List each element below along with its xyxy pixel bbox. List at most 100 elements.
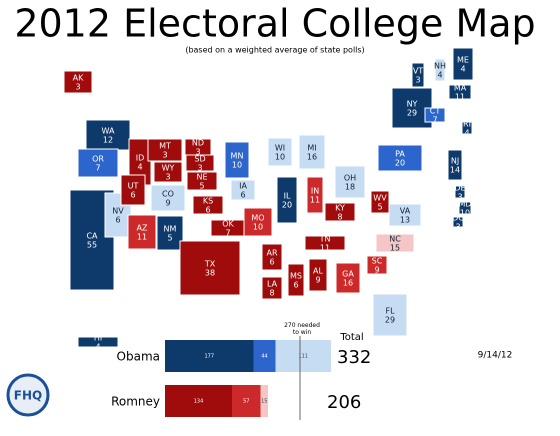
state-abbr: AK xyxy=(73,74,84,83)
state-ev: 16 xyxy=(343,279,353,288)
state-abbr: KY xyxy=(335,204,345,213)
state-abbr: SC xyxy=(372,257,383,266)
segment-label: 134 xyxy=(194,399,204,405)
subtitle: (based on a weighted average of state po… xyxy=(185,46,364,55)
state-ev: 9 xyxy=(374,266,379,275)
state-ev: 15 xyxy=(390,244,400,253)
state-ev: 9 xyxy=(315,276,320,285)
state xyxy=(375,233,415,253)
state xyxy=(287,263,305,297)
state-abbr: IN xyxy=(311,187,319,196)
state-ev: 4 xyxy=(437,71,442,80)
state-ev: 4 xyxy=(464,129,469,138)
tally-segment xyxy=(165,385,232,417)
state-abbr: FL xyxy=(385,307,395,316)
state-abbr: ND xyxy=(192,139,204,148)
date: 9/14/12 xyxy=(478,351,513,361)
state-ev: 6 xyxy=(269,258,274,267)
segment-label: 44 xyxy=(261,354,267,360)
state-abbr: CO xyxy=(162,190,174,199)
state-ev: 16 xyxy=(307,153,317,162)
state-abbr: MO xyxy=(251,214,264,223)
state-ev: 7 xyxy=(225,229,230,238)
state-abbr: MA xyxy=(454,84,467,93)
state-abbr: NH xyxy=(434,62,446,71)
state-ev: 7 xyxy=(432,116,437,125)
state-abbr: RI xyxy=(463,120,471,129)
state-abbr: AZ xyxy=(137,224,148,233)
segment-label: 177 xyxy=(204,354,214,360)
state xyxy=(452,47,474,81)
state-abbr: VT xyxy=(413,67,423,76)
state-ev: 3 xyxy=(455,223,460,232)
candidate-total: 206 xyxy=(327,392,361,413)
state-ev: 20 xyxy=(395,159,405,168)
state xyxy=(461,121,473,135)
state-ev: 3 xyxy=(195,148,200,157)
state xyxy=(454,185,466,199)
state xyxy=(150,184,186,212)
state xyxy=(85,119,131,151)
state-abbr: UT xyxy=(128,182,139,191)
state-ev: 5 xyxy=(377,203,382,212)
state-abbr: MN xyxy=(231,152,244,161)
state xyxy=(458,201,472,215)
state-ev: 5 xyxy=(199,182,204,191)
state-abbr: LA xyxy=(267,280,278,289)
state-ev: 20 xyxy=(282,201,292,210)
state-ev: 11 xyxy=(310,196,320,205)
state-abbr: AR xyxy=(266,249,277,258)
state-ev: 3 xyxy=(165,173,170,182)
needed-label: 270 needed to win xyxy=(284,322,320,336)
state xyxy=(261,276,283,300)
state-ev: 6 xyxy=(240,191,245,200)
state xyxy=(448,84,472,100)
state xyxy=(156,215,184,251)
state-abbr: MT xyxy=(159,142,171,151)
state-ev: 38 xyxy=(205,269,215,278)
state xyxy=(335,262,361,294)
state xyxy=(276,176,298,224)
state xyxy=(192,195,224,215)
state-abbr: MS xyxy=(290,272,302,281)
state xyxy=(388,203,422,227)
state xyxy=(120,174,146,206)
state-ev: 6 xyxy=(205,206,210,215)
segment-label: 57 xyxy=(243,399,249,405)
tally-segment xyxy=(232,385,261,417)
state xyxy=(447,149,463,181)
state-ev: 13 xyxy=(400,216,410,225)
state xyxy=(261,243,283,271)
state-abbr: NY xyxy=(407,100,418,109)
state-ev: 10 xyxy=(460,209,470,218)
state-ev: 11 xyxy=(320,244,330,253)
state-abbr: WA xyxy=(102,127,115,136)
state-ev: 55 xyxy=(87,241,97,250)
state xyxy=(334,165,366,199)
state-abbr: VA xyxy=(400,207,411,216)
state xyxy=(186,171,218,191)
state-abbr: OR xyxy=(92,155,104,164)
state xyxy=(243,207,273,237)
state xyxy=(267,137,293,167)
state-abbr: PA xyxy=(395,150,405,159)
tally-segment xyxy=(260,385,268,417)
state xyxy=(298,134,326,170)
state-abbr: NE xyxy=(196,173,207,182)
state xyxy=(230,179,256,201)
state xyxy=(411,62,425,88)
state-abbr: WV xyxy=(373,194,387,203)
state-abbr: IL xyxy=(284,192,291,201)
state-ev: 4 xyxy=(137,163,142,172)
state-ev: 11 xyxy=(137,233,147,242)
state-abbr: CT xyxy=(430,107,441,116)
state-ev: 4 xyxy=(460,65,465,74)
state-ev: 10 xyxy=(232,161,242,170)
state xyxy=(372,293,408,337)
logo: FHQ xyxy=(14,389,42,403)
state-ev: 29 xyxy=(407,109,417,118)
state xyxy=(63,70,93,94)
state-abbr: ID xyxy=(136,154,145,163)
